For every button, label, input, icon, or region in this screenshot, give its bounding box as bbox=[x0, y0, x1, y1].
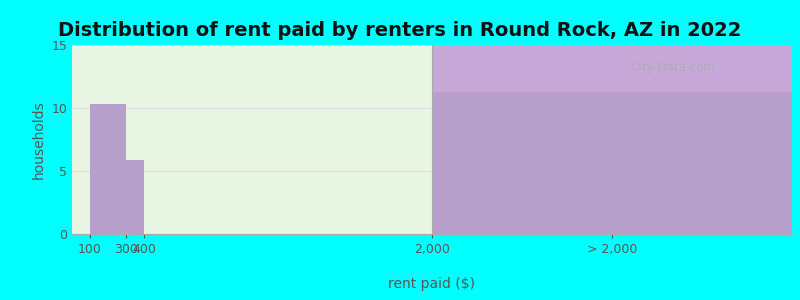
Bar bbox=[432, 92, 792, 234]
Bar bbox=[90, 104, 126, 234]
Text: City-Data.com: City-Data.com bbox=[630, 61, 714, 74]
Bar bbox=[126, 160, 144, 234]
Y-axis label: households: households bbox=[32, 100, 46, 179]
Text: Distribution of rent paid by renters in Round Rock, AZ in 2022: Distribution of rent paid by renters in … bbox=[58, 21, 742, 40]
Text: rent paid ($): rent paid ($) bbox=[389, 277, 475, 291]
